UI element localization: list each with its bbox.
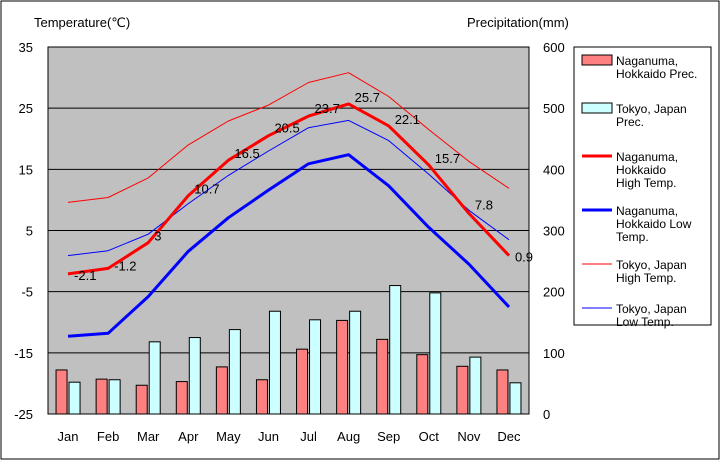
legend-label: Low Temp. [616,315,674,329]
right-tick-label: 0 [543,407,550,422]
tokyo-prec-bar [68,381,81,415]
x-tick-label: Dec [497,429,521,444]
naganuma-high-value-label: -1.2 [114,258,136,273]
naganuma-high-value-label: 25.7 [355,90,380,105]
left-tick-label: 15 [19,162,33,177]
naganuma-prec-bar [296,348,309,415]
x-tick-label: Nov [457,429,481,444]
legend-label: High Temp. [616,176,676,190]
naganuma-prec-bar [496,369,509,415]
legend-label: Hokkaido Prec. [616,67,697,81]
naganuma-prec-bar [175,381,188,415]
x-tick-label: Jun [258,429,279,444]
tokyo-prec-bar [268,310,281,415]
left-tick-label: -25 [14,407,33,422]
legend-swatch [581,54,613,66]
right-tick-label: 600 [543,40,565,55]
naganuma-prec-bar [376,338,389,415]
naganuma-prec-bar [416,354,429,415]
tokyo-prec-bar [509,382,522,415]
x-tick-label: Feb [97,429,119,444]
x-tick-label: Mar [137,429,160,444]
tokyo-prec-bar [429,292,442,415]
right-tick-label: 400 [543,162,565,177]
naganuma-high-value-label: 0.9 [515,250,533,265]
left-axis-title: Temperature(℃) [34,15,130,30]
data-label-layer: -2.1 -1.2 3 10.7 16.5 20.5 23.7 25.7 22.1 15.7 7.8… [74,90,533,283]
naganuma-high-line [67,102,511,276]
legend-label: Naganuma, [616,54,678,68]
legend-label: Naganuma, [616,150,678,164]
x-tick-label: Aug [337,429,360,444]
right-tick-label: 100 [543,346,565,361]
legend-label: Tokyo, Japan [616,258,687,272]
legend-label: Naganuma, [616,204,678,218]
legend-label: Tokyo, Japan [616,302,687,316]
grid-layer [48,107,529,354]
left-tick-label: -5 [21,285,33,300]
tokyo-low-line [67,119,510,257]
naganuma-high-value-label: 3 [154,229,161,244]
legend-label: Temp. [616,230,649,244]
tokyo-high-line [67,72,510,203]
legend-label: High Temp. [616,271,676,285]
naganuma-high-value-label: 23.7 [315,101,340,116]
legend: Naganuma,Hokkaido Prec.Tokyo, JapanPrec.… [581,54,697,329]
naganuma-prec-bar [336,319,349,415]
naganuma-high-value-label: 22.1 [395,112,420,127]
legend-box [573,46,712,326]
naganuma-high-value-label: 16.5 [234,146,259,161]
x-tick-label: May [216,429,241,444]
tokyo-prec-bar [389,285,402,415]
right-tick-label: 200 [543,285,565,300]
legend-label: Hokkaido Low [616,217,692,231]
x-tick-label: Oct [419,429,440,444]
naganuma-prec-bar [55,369,68,415]
left-tick-label: 5 [26,224,33,239]
naganuma-prec-bar [215,366,228,415]
left-tick-label: 35 [19,40,33,55]
x-tick-label: Sep [377,429,400,444]
legend-label: Hokkaido [616,163,666,177]
naganuma-high-value-label: 20.5 [274,121,299,136]
naganuma-high-value-label: 10.7 [194,182,219,197]
naganuma-prec-bar [95,378,108,415]
x-tick-label: Jul [300,429,317,444]
right-axis-title: Precipitation(mm) [467,15,569,30]
line-layer [67,72,511,338]
tokyo-prec-bar [148,341,161,415]
tokyo-prec-bar [309,319,322,415]
naganuma-high-value-label: 7.8 [475,197,493,212]
legend-naganuma-prec: Naganuma,Hokkaido Prec. [581,54,697,81]
tokyo-prec-bar [188,337,201,415]
tokyo-prec-bar [108,379,121,415]
naganuma-low-line [67,153,511,338]
naganuma-prec-bar [135,384,148,415]
naganuma-high-value-label: -2.1 [74,268,96,283]
naganuma-high-value-label: 15.7 [435,151,460,166]
axis-layer: Temperature(℃) Precipitation(mm) 3525155… [14,15,569,444]
left-tick-label: -15 [14,346,33,361]
x-tick-label: Jan [58,429,79,444]
tokyo-prec-bar [349,310,362,415]
legend-label: Prec. [616,115,644,129]
right-tick-label: 300 [543,224,565,239]
bar-layer [55,285,522,415]
legend-label: Tokyo, Japan [616,102,687,116]
left-tick-label: 25 [19,101,33,116]
x-tick-label: Apr [178,429,199,444]
naganuma-prec-bar [456,365,469,415]
naganuma-prec-bar [255,379,268,415]
tokyo-prec-bar [228,329,241,415]
legend-swatch [581,102,613,114]
tokyo-prec-bar [469,356,482,415]
right-tick-label: 500 [543,101,565,116]
